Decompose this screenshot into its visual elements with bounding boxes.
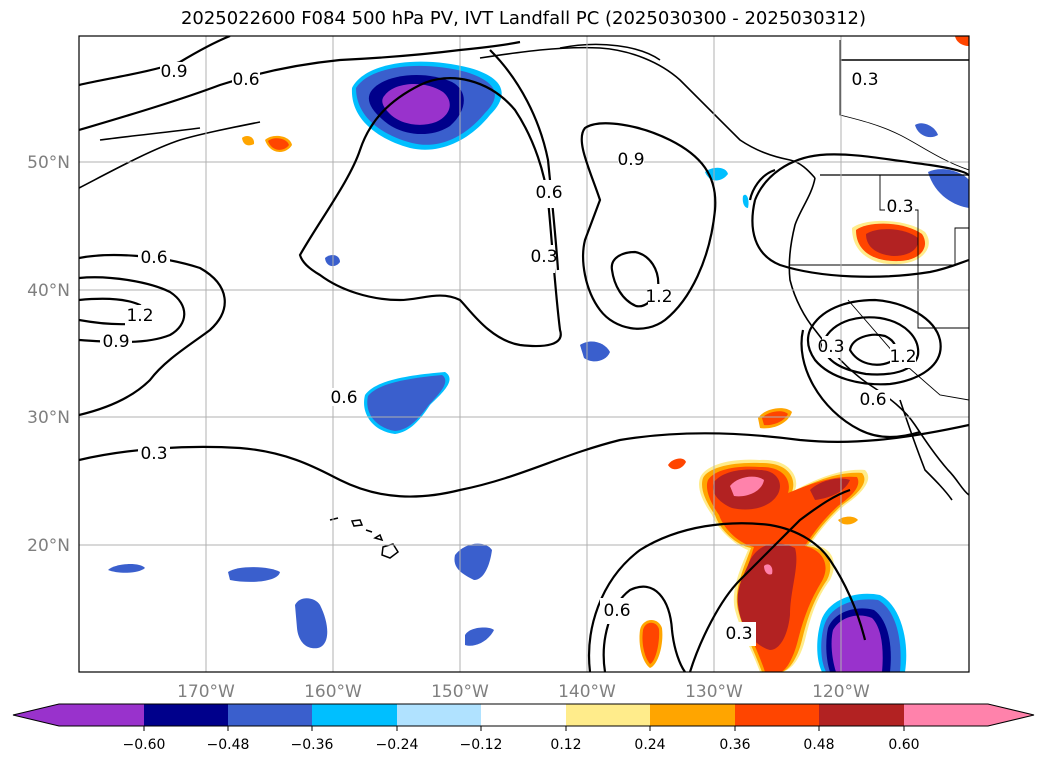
- colorbar-segment: [228, 704, 312, 726]
- contour-label: 0.6: [232, 70, 259, 90]
- contour-label: 0.3: [817, 337, 844, 357]
- contour-label: 0.9: [160, 62, 187, 82]
- lat-tick-label: 40°N: [27, 281, 70, 301]
- contour-label: 0.3: [886, 197, 913, 217]
- lon-tick-label: 150°W: [431, 682, 489, 702]
- colorbar-extend-min: [13, 704, 59, 726]
- lon-tick-label: 130°W: [685, 682, 743, 702]
- colorbar-segment: [397, 704, 481, 726]
- contour-label: 0.6: [859, 390, 886, 410]
- contour-label: 0.6: [535, 183, 562, 203]
- contour-label: 0.6: [330, 388, 357, 408]
- colorbar-segment: [650, 704, 735, 726]
- colorbar-tick-label: −0.36: [291, 737, 334, 753]
- colorbar-tick-label: 0.60: [888, 737, 919, 753]
- colorbar-tick-label: 0.36: [719, 737, 750, 753]
- contour-label: 0.9: [617, 150, 644, 170]
- colorbar-segment: [312, 704, 397, 726]
- contour-label: 0.3: [725, 624, 752, 644]
- colorbar-segment: [566, 704, 650, 726]
- colorbar-tick-label: −0.12: [460, 737, 503, 753]
- map-border: [78, 35, 970, 673]
- lon-tick-label: 120°W: [812, 682, 870, 702]
- contour-label: 0.3: [530, 247, 557, 267]
- colorbar-segment: [59, 704, 144, 726]
- colorbar: −0.60 −0.48 −0.36 −0.24 −0.12 0.12 0.24 …: [12, 703, 1035, 753]
- lon-tick-label: 160°W: [304, 682, 362, 702]
- contour-labels: 0.9 0.6 0.6 0.3 0.9 1.2 0.6 1.2 0.9 0.6 …: [100, 62, 917, 646]
- lon-tick-label: 170°W: [177, 682, 235, 702]
- contour-label: 1.2: [645, 287, 672, 307]
- colorbar-tick-label: 0.48: [803, 737, 834, 753]
- colorbar-segment: [819, 704, 904, 726]
- gridlines: [79, 36, 969, 672]
- lat-tick-label: 20°N: [27, 536, 70, 556]
- latitude-labels: 50°N 40°N 30°N 20°N: [27, 153, 70, 556]
- contour-label: 1.2: [126, 306, 153, 326]
- positive-anomaly-shading: [242, 36, 969, 672]
- map-title: 2025022600 F084 500 hPa PV, IVT Landfall…: [180, 8, 867, 29]
- colorbar-tick-label: −0.48: [207, 737, 250, 753]
- lon-tick-label: 140°W: [558, 682, 616, 702]
- colorbar-extend-max: [988, 704, 1034, 726]
- colorbar-segment: [481, 704, 566, 726]
- colorbar-tick-label: −0.60: [123, 737, 166, 753]
- contour-label: 0.9: [102, 332, 129, 352]
- colorbar-segment: [144, 704, 228, 726]
- contour-label: 0.6: [603, 601, 630, 621]
- contour-label: 1.2: [889, 347, 916, 367]
- colorbar-tick-label: 0.24: [634, 737, 665, 753]
- contour-label: 0.3: [140, 444, 167, 464]
- colorbar-tick-label: −0.24: [376, 737, 419, 753]
- lat-tick-label: 30°N: [27, 408, 70, 428]
- longitude-labels: 170°W 160°W 150°W 140°W 130°W 120°W: [177, 682, 870, 702]
- contour-label: 0.3: [851, 70, 878, 90]
- colorbar-outline: [12, 703, 1035, 727]
- colorbar-tick-label: 0.12: [550, 737, 581, 753]
- colorbar-segment: [735, 704, 819, 726]
- contour-label: 0.6: [140, 248, 167, 268]
- lat-tick-label: 50°N: [27, 153, 70, 173]
- colorbar-segment: [904, 704, 988, 726]
